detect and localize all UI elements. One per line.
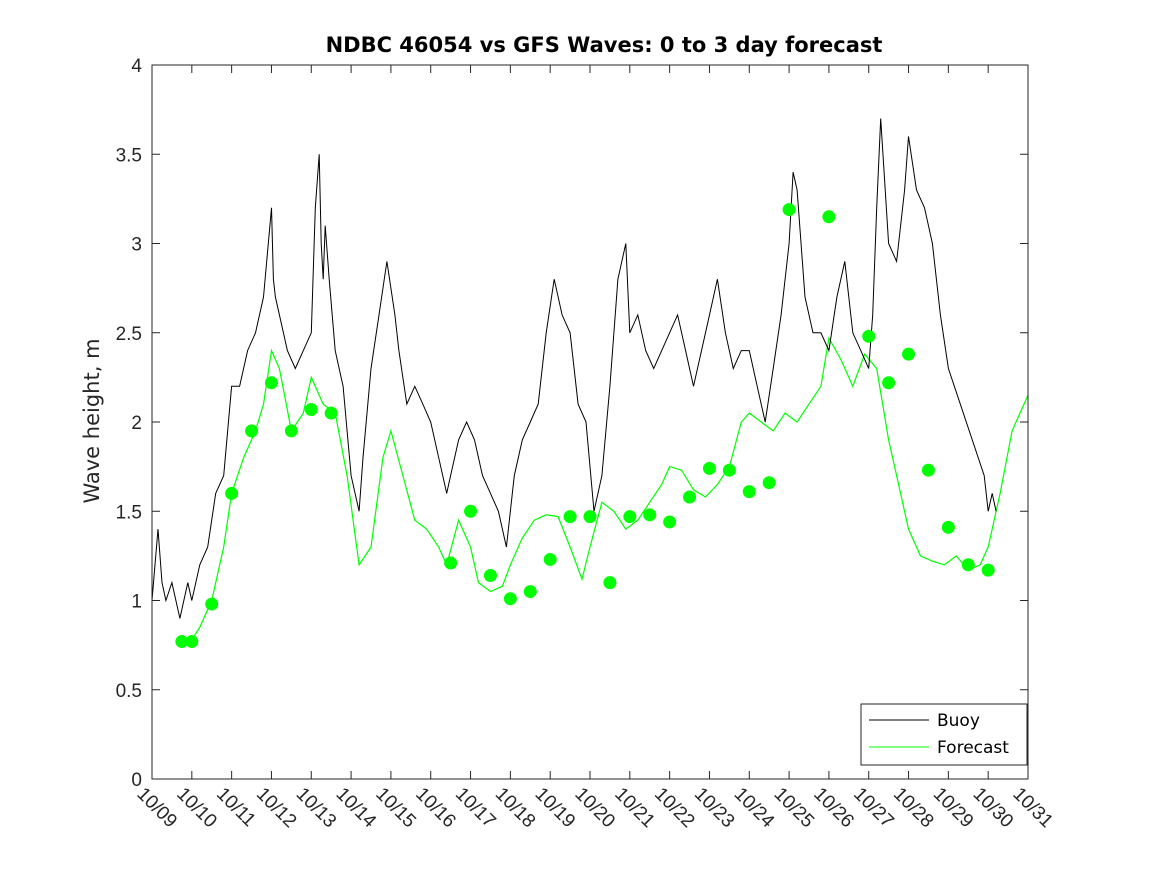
y-tick-label: 1.5 (116, 502, 142, 523)
x-tick-label: 10/11 (212, 784, 259, 831)
forecast-point (245, 424, 259, 438)
x-tick-label: 10/18 (491, 784, 539, 832)
forecast-point (264, 376, 278, 390)
forecast-point (742, 485, 756, 499)
forecast-point (324, 406, 338, 420)
forecast-point (483, 569, 497, 583)
x-tick-label: 10/20 (570, 784, 618, 832)
x-tick-label: 10/31 (1008, 784, 1056, 832)
y-tick-label: 0 (131, 770, 142, 791)
forecast-point (304, 403, 318, 417)
forecast-point (175, 635, 189, 649)
forecast-point (722, 463, 736, 477)
forecast-point (902, 347, 916, 361)
x-tick-label: 10/19 (531, 784, 579, 832)
forecast-point (683, 490, 697, 504)
forecast-point (205, 597, 219, 611)
forecast-point (643, 508, 657, 522)
x-tick-label: 10/21 (610, 784, 658, 832)
forecast-point (822, 210, 836, 224)
x-tick-label: 10/10 (172, 784, 220, 832)
x-tick-label: 10/30 (969, 784, 1017, 832)
x-tick-label: 10/15 (371, 784, 419, 832)
forecast-point (782, 203, 796, 217)
forecast-point (464, 504, 478, 518)
y-tick-label: 3 (131, 235, 142, 256)
legend-buoy-label: Buoy (937, 711, 980, 731)
y-axis: 0 0.5 1 1.5 2 2.5 3 3.5 4 (116, 56, 1028, 791)
x-tick-label: 10/28 (889, 784, 937, 832)
plot-area (152, 65, 1028, 779)
x-tick-label: 10/24 (730, 784, 779, 833)
chart-title: NDBC 46054 vs GFS Waves: 0 to 3 day fore… (326, 33, 883, 57)
forecast-point (543, 552, 557, 566)
x-tick-label: 10/09 (132, 784, 180, 832)
forecast-point (882, 376, 896, 390)
forecast-point (981, 563, 995, 577)
x-tick-label: 10/14 (332, 784, 381, 833)
legend-box (860, 703, 1028, 766)
forecast-markers (175, 203, 995, 649)
forecast-point (185, 635, 199, 649)
forecast-point (225, 486, 239, 500)
forecast-point (862, 329, 876, 343)
legend: Buoy Forecast (860, 703, 1028, 766)
x-tick-label: 10/27 (849, 784, 897, 832)
y-tick-label: 2.5 (116, 324, 142, 345)
x-tick-label: 10/12 (252, 784, 300, 832)
y-tick-label: 1 (131, 592, 142, 613)
forecast-point (762, 476, 776, 490)
y-axis-label: Wave height, m (80, 338, 104, 503)
x-tick-label: 10/22 (650, 784, 698, 832)
forecast-point (921, 463, 935, 477)
forecast-point (444, 556, 458, 570)
forecast-line (179, 336, 1029, 641)
forecast-point (941, 520, 955, 534)
x-tick-label: 10/23 (690, 784, 738, 832)
y-tick-label: 3.5 (116, 145, 142, 166)
forecast-point (563, 510, 577, 524)
forecast-point (623, 510, 637, 524)
buoy-line (151, 118, 997, 619)
forecast-point (603, 576, 617, 590)
forecast-point (663, 515, 677, 529)
x-tick-label: 10/26 (809, 784, 857, 832)
forecast-series (179, 336, 1029, 641)
forecast-point (961, 558, 975, 572)
forecast-point (523, 585, 537, 599)
x-tick-label: 10/25 (770, 784, 818, 832)
forecast-point (583, 510, 597, 524)
x-tick-label: 10/13 (292, 784, 340, 832)
buoy-series (151, 118, 997, 619)
legend-forecast-label: Forecast (937, 738, 1009, 758)
x-tick-label: 10/16 (411, 784, 459, 832)
y-tick-label: 2 (131, 413, 142, 434)
forecast-point (503, 592, 517, 606)
forecast-point (702, 461, 716, 475)
y-tick-label: 0.5 (116, 681, 142, 702)
x-tick-label: 10/29 (929, 784, 977, 832)
y-tick-label: 4 (131, 56, 142, 77)
x-tick-label: 10/17 (451, 784, 499, 832)
forecast-point (284, 424, 298, 438)
